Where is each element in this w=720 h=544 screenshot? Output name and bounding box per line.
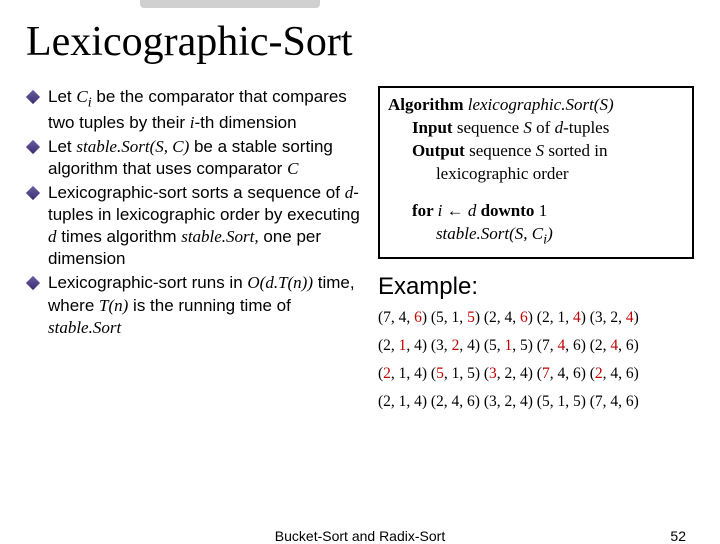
text: Let: [48, 87, 76, 106]
t: , 4, 6) (: [550, 365, 595, 382]
keyword: downto: [476, 201, 538, 220]
text: d: [48, 227, 57, 246]
text: ): [547, 224, 553, 243]
algo-input: Input sequence S of d-tuples: [388, 117, 684, 140]
text: sequence: [453, 118, 524, 137]
text: (S, C): [150, 137, 190, 156]
bullet-3: Lexicographic-sort sorts a sequence of d…: [26, 182, 364, 270]
keyword: for: [412, 201, 438, 220]
text: -th dimension: [194, 113, 296, 132]
algorithm-box: Algorithm lexicographic.Sort(S) Input se…: [378, 86, 694, 259]
slide: Lexicographic-Sort Let Ci be the compara…: [0, 0, 720, 431]
t: ) (2, 1,: [528, 309, 573, 326]
text: stable.Sort,: [181, 227, 258, 246]
t: , 5) (7,: [512, 337, 557, 354]
text: T(n): [99, 296, 128, 315]
text: C: [76, 87, 87, 106]
content-area: Let Ci be the comparator that compares t…: [26, 86, 694, 421]
hl: 4: [610, 337, 618, 354]
page-number: 52: [670, 528, 686, 544]
hl: 4: [626, 309, 634, 326]
hl: 6: [520, 309, 528, 326]
t: ) (2, 4,: [475, 309, 520, 326]
bullet-list: Let Ci be the comparator that compares t…: [26, 86, 364, 339]
text: Lexicographic-sort runs in: [48, 273, 247, 292]
text: d: [555, 118, 564, 137]
t: , 6) (2,: [565, 337, 610, 354]
hl: 2: [383, 365, 391, 382]
text: 1: [539, 201, 548, 220]
hl: 3: [489, 365, 497, 382]
title-bar-decoration: [140, 0, 320, 8]
example-line-3: (2, 1, 4) (5, 1, 5) (3, 2, 4) (7, 4, 6) …: [378, 365, 694, 383]
gap: [388, 186, 684, 200]
text: -tuples: [563, 118, 609, 137]
keyword: Algorithm: [388, 95, 464, 114]
hl: 5: [436, 365, 444, 382]
text: Lexicographic-sort sorts a sequence of: [48, 183, 345, 202]
left-column: Let Ci be the comparator that compares t…: [26, 86, 364, 421]
algo-body: stable.Sort(S, Ci): [388, 223, 684, 250]
text: times algorithm: [57, 227, 182, 246]
hl: 7: [542, 365, 550, 382]
t: , 1, 5) (: [444, 365, 489, 382]
text: Let: [48, 137, 76, 156]
right-column: Algorithm lexicographic.Sort(S) Input se…: [378, 86, 694, 421]
t: ) (5, 1,: [422, 309, 467, 326]
bullet-2: Let stable.Sort(S, C) be a stable sortin…: [26, 136, 364, 180]
example-label: Example:: [378, 273, 694, 301]
t: , 2, 4) (: [497, 365, 542, 382]
t: , 4) (5,: [459, 337, 504, 354]
hl: 2: [595, 365, 603, 382]
text: sorted in: [544, 141, 607, 160]
t: ): [634, 309, 639, 326]
text: C: [287, 159, 298, 178]
text: stable.Sort: [76, 137, 149, 156]
t: , 4, 6): [603, 365, 639, 382]
t: , 4) (3,: [406, 337, 451, 354]
algo-name: lexicographic.Sort(S): [463, 95, 613, 114]
slide-title: Lexicographic-Sort: [26, 18, 694, 66]
t: , 6): [618, 337, 639, 354]
text: (d.T(n)): [260, 273, 313, 292]
bullet-1: Let Ci be the comparator that compares t…: [26, 86, 364, 134]
bullet-4: Lexicographic-sort runs in O(d.T(n)) tim…: [26, 272, 364, 338]
hl: 6: [414, 309, 422, 326]
example-line-2: (2, 1, 4) (3, 2, 4) (5, 1, 5) (7, 4, 6) …: [378, 337, 694, 355]
algo-output: Output sequence S sorted in: [388, 140, 684, 163]
algo-output-2: lexicographic order: [388, 163, 684, 186]
keyword: Input: [412, 118, 453, 137]
t: (7, 4,: [378, 309, 414, 326]
t: , 1, 4) (: [391, 365, 436, 382]
text: sequence: [465, 141, 536, 160]
text: of: [532, 118, 555, 137]
hl: 5: [467, 309, 475, 326]
text: S: [523, 118, 532, 137]
footer-title: Bucket-Sort and Radix-Sort: [275, 528, 445, 544]
hl: 4: [573, 309, 581, 326]
text: is the running time of: [128, 296, 291, 315]
example-line-1: (7, 4, 6) (5, 1, 5) (2, 4, 6) (2, 1, 4) …: [378, 309, 694, 327]
example-line-4: (2, 1, 4) (2, 4, 6) (3, 2, 4) (5, 1, 5) …: [378, 393, 694, 411]
algo-header: Algorithm lexicographic.Sort(S): [388, 94, 684, 117]
algo-for: for i ← d downto 1: [388, 200, 684, 223]
text: ←: [442, 201, 468, 220]
keyword: Output: [412, 141, 465, 160]
text: stable.Sort(S, C: [436, 224, 543, 243]
text: S: [536, 141, 545, 160]
text: O: [247, 273, 259, 292]
t: (2,: [378, 337, 399, 354]
t: ) (3, 2,: [581, 309, 626, 326]
text: stable.Sort: [48, 318, 121, 337]
text: d: [345, 183, 354, 202]
